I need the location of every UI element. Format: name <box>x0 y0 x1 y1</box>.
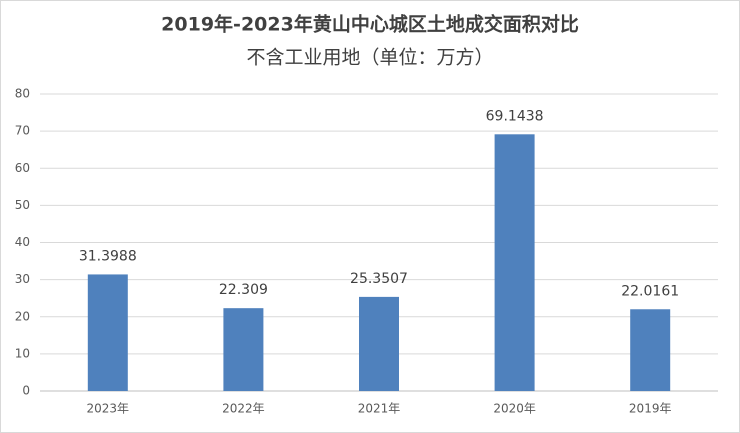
value-label: 31.3988 <box>79 248 137 264</box>
y-tick-label: 70 <box>15 124 30 138</box>
y-tick-label: 20 <box>15 309 30 323</box>
y-tick-label: 50 <box>15 198 30 212</box>
y-tick-label: 80 <box>15 87 30 101</box>
value-label: 22.309 <box>219 282 268 298</box>
y-tick-label: 0 <box>22 384 30 398</box>
bar <box>223 308 264 391</box>
x-tick-label: 2021年 <box>358 402 401 416</box>
chart-title: 2019年-2023年黄山中心城区土地成交面积对比 <box>161 13 579 36</box>
y-tick-label: 60 <box>15 161 30 175</box>
value-label: 69.1438 <box>486 108 544 124</box>
bar <box>630 309 671 391</box>
bar <box>359 296 399 391</box>
x-tick-label: 2020年 <box>493 402 536 416</box>
y-tick-label: 40 <box>15 235 30 249</box>
x-tick-label: 2022年 <box>222 402 265 416</box>
bar <box>494 134 535 391</box>
value-label: 22.0161 <box>621 283 679 299</box>
x-tick-label: 2023年 <box>87 402 130 416</box>
y-tick-label: 30 <box>15 272 30 286</box>
bar <box>87 274 128 391</box>
y-tick-label: 10 <box>15 346 30 360</box>
value-label: 25.3507 <box>350 271 408 287</box>
x-tick-label: 2019年 <box>629 402 672 416</box>
chart-subtitle: 不含工业用地（单位：万方） <box>246 47 493 69</box>
